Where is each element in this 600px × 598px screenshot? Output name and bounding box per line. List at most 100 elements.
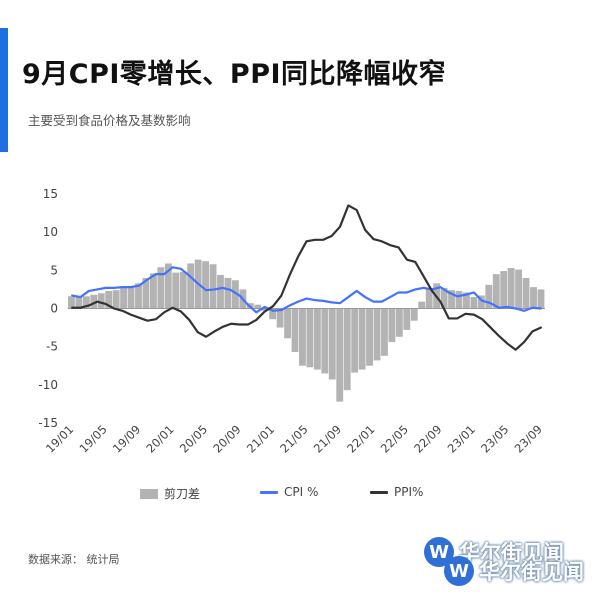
bar-gap (373, 308, 381, 361)
y-tick-label: 5 (50, 263, 58, 277)
bar-gap (179, 271, 187, 309)
bar-gap (440, 287, 448, 309)
bar-gap (395, 308, 403, 337)
x-tick-label: 22/05 (378, 422, 411, 455)
x-tick-label: 21/05 (277, 422, 310, 455)
bar-gap (75, 297, 83, 309)
bar-gap (142, 277, 150, 309)
bar-gap (358, 308, 366, 370)
bar-gap (477, 295, 485, 309)
legend-label-gap: 剪刀差 (164, 487, 201, 501)
y-tick-label: 0 (50, 302, 58, 316)
bar-gap (455, 290, 463, 309)
bar-gap (351, 308, 359, 373)
bar-gap (127, 287, 135, 309)
x-tick-label: 22/01 (344, 422, 377, 455)
x-tick-label: 23/01 (445, 422, 478, 455)
y-tick-label: 10 (43, 225, 58, 239)
bar-gap (90, 294, 98, 309)
bar-gap (537, 289, 545, 309)
bar-gap (149, 273, 157, 309)
legend-swatch-ppi (370, 490, 388, 494)
bar-gap (97, 293, 105, 309)
watermark-logo-icon: W (444, 556, 474, 586)
bar-gap (388, 308, 396, 343)
bar-gap (261, 308, 269, 311)
line-cpi (71, 266, 542, 314)
bar-gap (135, 283, 142, 309)
y-tick-label: 15 (43, 187, 58, 201)
bar-gap (321, 308, 329, 374)
bar-gap (530, 287, 537, 309)
x-tick-label: 19/09 (110, 422, 143, 455)
legend-swatch-gap (140, 488, 158, 499)
bar-gap (328, 308, 336, 380)
x-tick-label: 21/09 (311, 422, 344, 455)
bar-gap (209, 264, 217, 309)
legend-label-cpi: CPI % (284, 485, 319, 499)
bar-gap (492, 274, 500, 309)
x-tick-label: 20/05 (177, 422, 210, 455)
bar-gap (254, 304, 262, 309)
bar-gap (507, 268, 515, 309)
bar-gap (269, 308, 277, 320)
bar-gap (463, 292, 470, 309)
bar-gap (112, 290, 120, 309)
bar-gap (105, 290, 113, 309)
legend-item-cpi: CPI % (260, 485, 318, 499)
bar-gap (448, 290, 455, 309)
bar-gap (410, 308, 418, 321)
x-tick-label: 23/05 (478, 422, 511, 455)
line-ppi (71, 204, 542, 351)
legend-item-gap: 剪刀差 (140, 485, 200, 502)
bar-gap (515, 269, 523, 309)
bar-gap (522, 277, 530, 309)
bar-gap (381, 308, 388, 356)
x-tick-label: 20/09 (210, 422, 243, 455)
x-tick-label: 20/01 (143, 422, 176, 455)
bar-gap (82, 296, 90, 309)
bar-gap (164, 263, 172, 309)
watermark-text: 华尔街见闻 (479, 560, 584, 584)
legend-item-ppi: PPI% (370, 485, 423, 499)
watermark-bottom: W 华尔街见闻 (444, 556, 584, 586)
y-tick-label: -10 (38, 378, 58, 392)
y-tick-label: -15 (38, 416, 58, 430)
x-tick-label: 22/09 (411, 422, 444, 455)
y-tick-label: -5 (46, 340, 58, 354)
bar-gap (343, 308, 351, 391)
chart-title: 9月CPI零增长、PPI同比降幅收窄 (22, 59, 447, 90)
bar-gap (418, 301, 426, 309)
x-tick-label: 19/05 (76, 422, 109, 455)
watermark-top: W 华尔街见闻 (424, 537, 564, 567)
bar-gap (276, 308, 284, 328)
chart-subtitle: 主要受到食品价格及基数影响 (28, 113, 191, 128)
bar-gap (202, 261, 210, 309)
bar-gap (231, 280, 239, 309)
bar-gap (366, 308, 373, 366)
legend: 剪刀差 CPI % PPI% (0, 485, 600, 503)
bar-gap (485, 284, 493, 309)
legend-swatch-cpi (260, 490, 278, 494)
bar-gap (470, 297, 478, 309)
legend-label-ppi: PPI% (394, 485, 424, 499)
bar-gap (224, 277, 232, 309)
bar-gap (500, 271, 508, 309)
bar-gap (403, 308, 411, 330)
bar-gap (291, 308, 299, 353)
bar-gap (313, 308, 321, 370)
bar-gap (172, 272, 180, 309)
data-source: 数据来源： 统计局 (28, 553, 120, 566)
bar-gap (217, 274, 224, 309)
bar-gap (306, 308, 314, 368)
x-tick-label: 21/01 (244, 422, 277, 455)
bar-gap (68, 296, 75, 309)
bar-gap (336, 308, 344, 402)
accent-bar (0, 28, 8, 152)
bar-gap (299, 308, 306, 366)
watermark-text: 华尔街见闻 (459, 541, 564, 565)
bar-gap (120, 287, 128, 309)
bar-gap (425, 287, 433, 309)
bar-gap (157, 267, 165, 309)
